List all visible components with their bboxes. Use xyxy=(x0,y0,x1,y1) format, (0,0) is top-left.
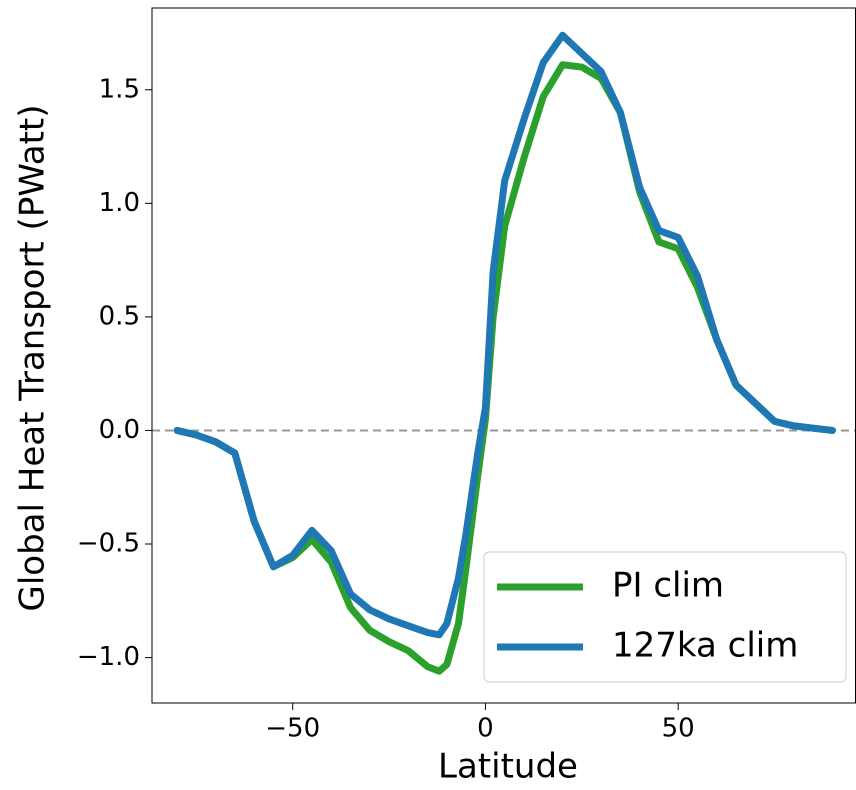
x-tick-label: 0 xyxy=(477,714,494,744)
legend-label: PI clim xyxy=(612,566,724,606)
x-axis-label: Latitude xyxy=(438,747,578,787)
y-tick-label: 1.5 xyxy=(99,74,140,104)
y-tick-label: 0.0 xyxy=(99,415,140,445)
legend-label: 127ka clim xyxy=(612,626,798,666)
series-line xyxy=(173,31,836,639)
x-tick-label: −50 xyxy=(265,714,320,744)
y-tick-label: 1.0 xyxy=(99,188,140,218)
y-axis-label: Global Heat Transport (PWatt) xyxy=(13,104,53,611)
y-tick-label: −0.5 xyxy=(77,529,140,559)
x-tick-label: 50 xyxy=(662,714,695,744)
y-tick-label: −1.0 xyxy=(77,642,140,672)
y-tick-label: 0.5 xyxy=(99,301,140,331)
